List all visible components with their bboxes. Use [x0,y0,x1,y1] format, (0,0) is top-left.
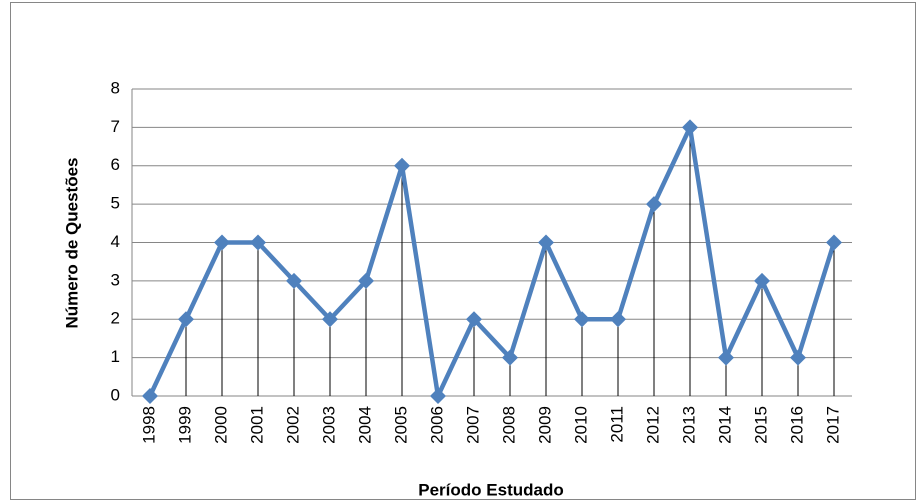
y-tick-label: 3 [111,270,120,289]
marker [466,311,482,328]
marker [142,388,158,404]
x-tick-label: 2012 [643,406,662,444]
x-tick-label: 2002 [283,406,302,444]
x-tick-label: 2010 [571,406,590,444]
marker [178,311,194,328]
series-line [147,125,837,399]
y-tick-label: 8 [111,78,120,97]
x-tick-label: 2003 [319,406,338,444]
x-tick-label: 2008 [499,406,518,444]
marker [430,388,446,404]
y-tick-label: 1 [111,347,120,366]
marker [286,272,302,289]
x-tick-label: 2013 [679,406,698,444]
x-tick-label: 2014 [715,406,734,444]
x-tick-label: 2016 [787,406,806,444]
x-tick-label: 2015 [751,406,770,444]
marker [250,234,266,251]
marker [358,272,374,289]
marker [790,349,806,366]
x-axis-title: Período Estudado [418,480,563,499]
marker [214,234,230,251]
marker [394,157,410,174]
x-tick-label: 2005 [391,406,410,444]
marker [610,311,626,328]
marker [538,234,554,251]
x-tick-label: 2009 [535,406,554,444]
marker [826,234,842,251]
marker [502,349,518,366]
marker [718,349,734,366]
marker [754,272,770,289]
x-tick-label: 2004 [355,406,374,444]
x-tick-label: 2006 [427,406,446,444]
y-tick-label: 5 [111,194,120,213]
x-tick-label: 1998 [139,406,158,444]
y-tick-label: 6 [111,155,120,174]
x-tick-label: 2001 [247,406,266,444]
y-tick-label: 7 [111,117,120,136]
y-tick-label: 0 [111,385,120,404]
x-tick-label: 2007 [463,406,482,444]
y-axis-title: Número de Questões [62,158,81,329]
marker [322,311,338,328]
x-tick-label: 2011 [607,406,626,443]
x-tick-label: 2000 [211,406,230,444]
y-tick-label: 4 [111,232,120,251]
marker [682,119,698,136]
x-tick-label: 1999 [175,406,194,444]
marker [646,196,662,213]
y-tick-label: 2 [111,309,120,328]
marker [574,311,590,328]
x-tick-label: 2017 [823,406,842,444]
chart-border [10,2,916,500]
